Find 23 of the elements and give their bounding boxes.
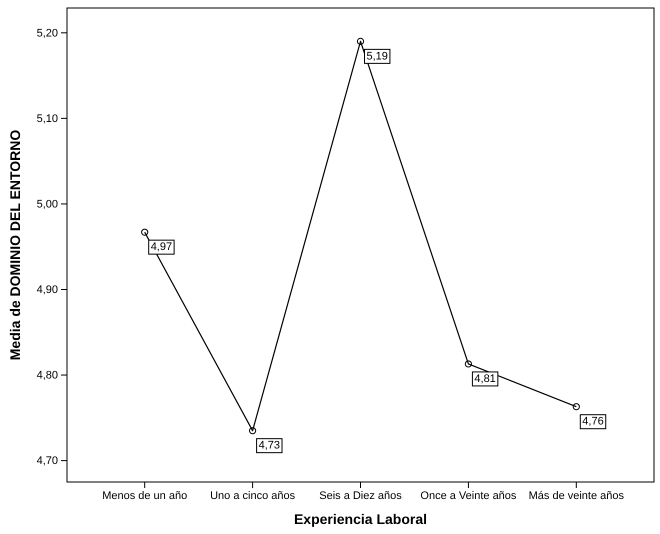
point	[464, 360, 472, 368]
y-axis-title: Media de DOMINIO DEL ENTORNO	[7, 130, 23, 360]
x-tick-label: Once a Veinte años	[420, 490, 517, 502]
y-tick-label: 4,90	[36, 284, 58, 296]
data-label: 5,19	[366, 50, 388, 62]
point	[356, 38, 364, 45]
x-tick-label: Seis a Diez años	[319, 490, 402, 502]
x-tick-label: Más de veinte años	[528, 490, 625, 502]
y-tick-label: 4,80	[36, 370, 58, 382]
y-tick-label: 5,10	[36, 112, 58, 125]
data-label: 4,76	[582, 416, 604, 428]
x-tick-label: Menos de un año	[102, 490, 188, 502]
y-tick-label: 5,20	[36, 27, 58, 40]
data-label: 4,81	[474, 372, 496, 385]
data-label: 4,73	[258, 440, 280, 452]
y-tick-label: 4,70	[36, 455, 58, 468]
point	[572, 403, 580, 410]
point	[249, 427, 256, 434]
point	[141, 228, 148, 236]
y-tick-label: 5,00	[36, 198, 58, 210]
x-tick-label: Uno a cinco años	[210, 490, 296, 502]
x-axis-title: Experiencia Laboral	[294, 511, 428, 527]
data-label: 4,97	[150, 241, 172, 254]
